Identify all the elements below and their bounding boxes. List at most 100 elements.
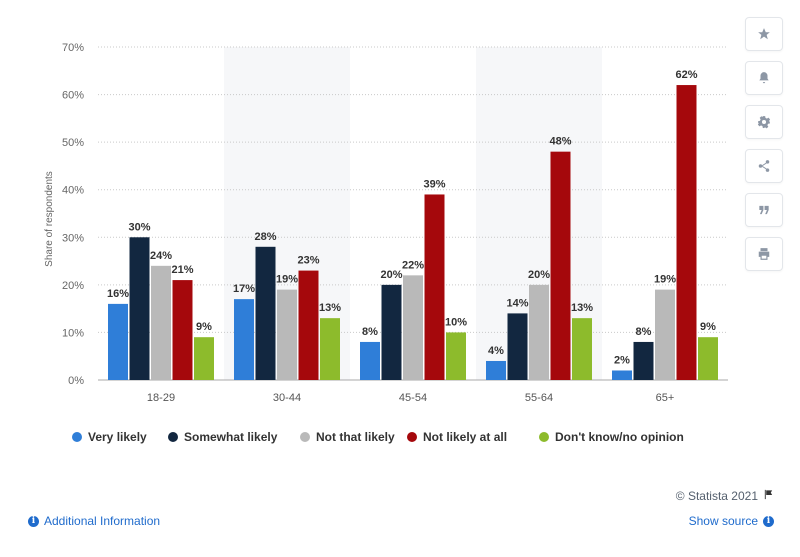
bar[interactable] xyxy=(424,194,445,380)
bar-value-label: 62% xyxy=(675,69,697,81)
show-source-label: Show source xyxy=(688,514,758,528)
bar[interactable] xyxy=(486,360,506,380)
legend-marker xyxy=(168,432,178,442)
share-button[interactable] xyxy=(745,149,783,183)
y-tick-label: 60% xyxy=(62,90,84,102)
star-icon xyxy=(758,28,770,40)
y-tick-label: 0% xyxy=(68,375,84,387)
bar-value-label: 9% xyxy=(196,321,212,333)
legend-marker xyxy=(300,432,310,442)
bar[interactable] xyxy=(194,337,214,380)
bar-value-label: 13% xyxy=(571,302,593,314)
bar-value-label: 24% xyxy=(150,250,172,262)
bar-value-label: 20% xyxy=(380,269,402,281)
share-icon xyxy=(758,160,770,172)
print-icon xyxy=(758,248,770,260)
bar[interactable] xyxy=(507,313,528,380)
settings-button[interactable] xyxy=(745,105,783,139)
y-axis-label: Share of respondents xyxy=(44,171,55,267)
x-tick-label: 30-44 xyxy=(273,392,301,404)
bar[interactable] xyxy=(108,303,128,380)
bar-value-label: 17% xyxy=(233,283,255,295)
bar[interactable] xyxy=(446,332,466,380)
quote-icon xyxy=(759,205,769,215)
x-tick-label: 45-54 xyxy=(399,392,427,404)
bar[interactable] xyxy=(298,270,319,380)
flag-icon[interactable] xyxy=(763,489,774,503)
bar-value-label: 4% xyxy=(488,345,504,357)
bar[interactable] xyxy=(255,246,276,380)
bar-value-label: 30% xyxy=(128,221,150,233)
legend: Very likely Somewhat likely Not that likel… xyxy=(72,430,684,444)
y-tick-label: 20% xyxy=(62,280,84,292)
legend-label[interactable]: Somewhat likely xyxy=(184,430,278,444)
bar[interactable] xyxy=(655,289,675,380)
y-tick-label: 50% xyxy=(62,137,84,149)
credit-text: © Statista 2021 xyxy=(675,489,758,503)
bar[interactable] xyxy=(529,284,549,380)
cite-button[interactable] xyxy=(745,193,783,227)
legend-label[interactable]: Not that likely xyxy=(316,430,395,444)
legend-label[interactable]: Don't know/no opinion xyxy=(555,430,684,444)
bar-value-label: 21% xyxy=(171,264,193,276)
bar-value-label: 8% xyxy=(636,326,652,338)
gear-icon xyxy=(757,116,771,129)
sidebar xyxy=(745,17,783,281)
additional-information-link[interactable]: i Additional Information xyxy=(28,514,160,528)
legend-marker xyxy=(539,432,549,442)
bar[interactable] xyxy=(234,299,254,380)
y-tick-label: 40% xyxy=(62,185,84,197)
bar-value-label: 22% xyxy=(402,259,424,271)
bar-value-label: 2% xyxy=(614,354,630,366)
bar-value-label: 10% xyxy=(445,316,467,328)
bar[interactable] xyxy=(277,289,297,380)
bar[interactable] xyxy=(381,284,402,380)
show-source-link[interactable]: Show source i xyxy=(689,514,774,528)
bar-value-label: 19% xyxy=(276,274,298,286)
info-icon: i xyxy=(763,515,774,527)
bar[interactable] xyxy=(403,275,423,380)
bar-value-label: 16% xyxy=(107,288,129,300)
bars xyxy=(108,85,718,381)
bar[interactable] xyxy=(698,337,718,380)
bar-value-label: 28% xyxy=(254,231,276,243)
bar[interactable] xyxy=(360,341,380,380)
favorite-button[interactable] xyxy=(745,17,783,51)
legend-marker xyxy=(407,432,417,442)
x-axis-ticks: 18-29 30-44 45-54 55-64 65+ xyxy=(147,392,674,404)
y-tick-label: 30% xyxy=(62,232,84,244)
bar[interactable] xyxy=(320,318,340,380)
legend-marker xyxy=(72,432,82,442)
bar[interactable] xyxy=(129,237,150,380)
legend-label[interactable]: Not likely at all xyxy=(423,430,507,444)
notification-button[interactable] xyxy=(745,61,783,95)
bar-value-label: 19% xyxy=(654,274,676,286)
x-tick-label: 55-64 xyxy=(525,392,553,404)
bar[interactable] xyxy=(151,265,171,380)
bell-icon xyxy=(759,72,769,84)
bar-value-label: 8% xyxy=(362,326,378,338)
bar[interactable] xyxy=(550,151,571,380)
additional-information-label: Additional Information xyxy=(44,514,161,528)
bar-value-label: 23% xyxy=(297,255,319,267)
y-tick-label: 70% xyxy=(62,42,84,54)
bar[interactable] xyxy=(172,280,193,380)
y-axis-ticks: 0% 10% 20% 30% 40% 50% 60% 70% xyxy=(62,42,84,387)
info-icon: i xyxy=(28,515,39,527)
statista-credit: © Statista 2021 xyxy=(676,489,774,503)
bar-value-label: 48% xyxy=(549,136,571,148)
y-tick-label: 10% xyxy=(62,327,84,339)
bar-value-label: 20% xyxy=(528,269,550,281)
x-tick-label: 65+ xyxy=(656,392,675,404)
print-button[interactable] xyxy=(745,237,783,271)
bar[interactable] xyxy=(572,318,592,380)
bar-value-label: 14% xyxy=(506,297,528,309)
bar[interactable] xyxy=(612,370,632,380)
bar[interactable] xyxy=(676,85,697,381)
legend-label[interactable]: Very likely xyxy=(88,430,147,444)
x-tick-label: 18-29 xyxy=(147,392,175,404)
bar[interactable] xyxy=(633,341,654,380)
bar-labels: 16%30%24%21%9%17%28%19%23%13%8%20%22%39%… xyxy=(107,69,716,366)
bar-value-label: 39% xyxy=(423,178,445,190)
